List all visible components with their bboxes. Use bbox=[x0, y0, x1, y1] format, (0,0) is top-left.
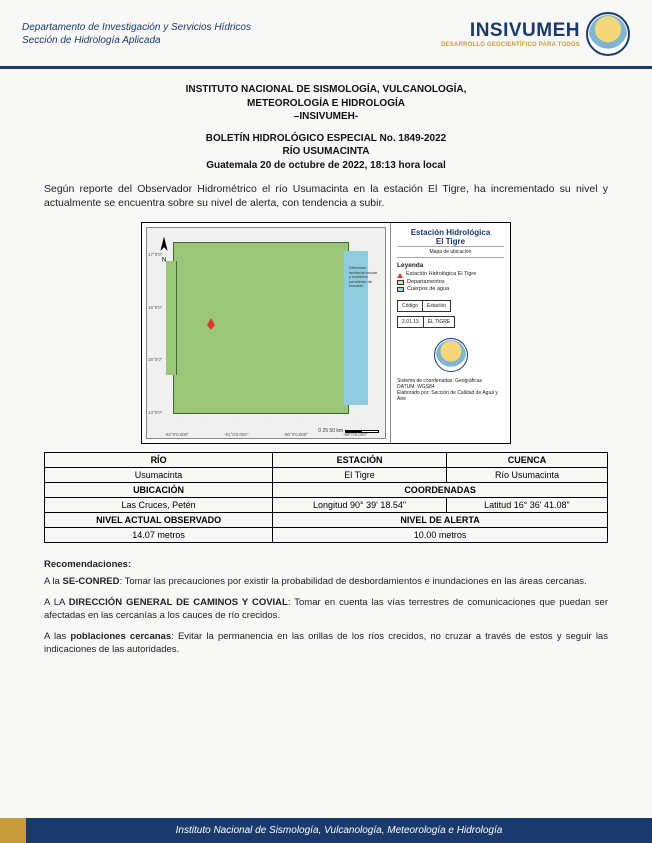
legend-station-title: Estación Hidrológica bbox=[397, 228, 504, 237]
td-cuenca: Río Usumacinta bbox=[446, 468, 607, 483]
td-latitud: Latitud 16° 36' 41.08" bbox=[446, 498, 607, 513]
bulletin-number: BOLETÍN HIDROLÓGICO ESPECIAL No. 1849-20… bbox=[44, 132, 608, 146]
legend-subtitle: Mapa de ubicación bbox=[397, 246, 504, 258]
dept-line-2: Sección de Hidrología Aplicada bbox=[22, 34, 251, 47]
legend-header: Leyenda bbox=[397, 262, 504, 269]
rec-3: A las poblaciones cercanas: Evitar la pe… bbox=[44, 631, 608, 657]
th-nivel-alerta: NIVEL DE ALERTA bbox=[273, 513, 608, 528]
legend-item-station: Estación Hidrológica El Tigre bbox=[397, 270, 504, 278]
td-nivel-alerta: 10.00 metros bbox=[273, 528, 608, 543]
legend-station-name: El Tigre bbox=[397, 237, 504, 246]
brand-block: INSIVUMEH DESARROLLO GEOCIENTÍFICO PARA … bbox=[441, 12, 630, 56]
legend-logo-icon bbox=[434, 338, 468, 372]
code-table: CódigoEstación bbox=[397, 300, 451, 312]
station-data-table: RÍOESTACIÓNCUENCA UsumacintaEl TigreRío … bbox=[44, 452, 608, 543]
intro-paragraph: Según reporte del Observador Hidrométric… bbox=[44, 182, 608, 210]
title-block: INSTITUTO NACIONAL DE SISMOLOGÍA, VULCAN… bbox=[44, 83, 608, 172]
footer-accent-bar bbox=[0, 818, 26, 843]
title-line-1: INSTITUTO NACIONAL DE SISMOLOGÍA, VULCAN… bbox=[44, 83, 608, 97]
document-footer: Instituto Nacional de Sismología, Vulcan… bbox=[0, 818, 652, 843]
footer-text: Instituto Nacional de Sismología, Vulcan… bbox=[26, 818, 652, 843]
code-values: 2.01.13EL TIGRE bbox=[397, 316, 455, 328]
document-body: INSTITUTO NACIONAL DE SISMOLOGÍA, VULCAN… bbox=[0, 69, 652, 670]
td-estacion: El Tigre bbox=[273, 468, 447, 483]
td-nivel-observado: 14.07 metros bbox=[45, 528, 273, 543]
legend-item-departments: Departamentos bbox=[397, 279, 504, 285]
recommendations-header: Recomendaciones: bbox=[44, 559, 608, 570]
legend-item-water: Cuerpos de agua bbox=[397, 286, 504, 292]
th-estacion: ESTACIÓN bbox=[273, 453, 447, 468]
map-disclaimer: Diferendo territorial insular y marítimo… bbox=[349, 266, 379, 288]
department-block: Departamento de Investigación y Servicio… bbox=[22, 21, 251, 47]
th-rio: RÍO bbox=[45, 453, 273, 468]
th-nivel-observado: NIVEL ACTUAL OBSERVADO bbox=[45, 513, 273, 528]
document-header: Departamento de Investigación y Servicio… bbox=[0, 0, 652, 69]
river-name: RÍO USUMACINTA bbox=[44, 145, 608, 159]
brand-name: INSIVUMEH bbox=[441, 20, 580, 42]
brand-tagline: DESARROLLO GEOCIENTÍFICO PARA TODOS bbox=[441, 42, 580, 48]
dept-line-1: Departamento de Investigación y Servicio… bbox=[22, 21, 251, 34]
location-map: N Diferendo territorial insular y maríti… bbox=[44, 222, 608, 444]
td-longitud: Longitud 90° 39' 18.54" bbox=[273, 498, 447, 513]
td-ubicacion: Las Cruces, Petén bbox=[45, 498, 273, 513]
th-cuenca: CUENCA bbox=[446, 453, 607, 468]
rec-1: A la SE-CONRED: Tomar las precauciones p… bbox=[44, 576, 608, 589]
th-coordenadas: COORDENADAS bbox=[273, 483, 608, 498]
recommendations-section: Recomendaciones: A la SE-CONRED: Tomar l… bbox=[44, 559, 608, 656]
title-line-3: –INSIVUMEH- bbox=[44, 110, 608, 124]
map-metadata: Sistema de coordenadas: Geográficas DATU… bbox=[397, 378, 504, 402]
guatemala-shape bbox=[173, 242, 349, 414]
rec-2: A LA DIRECCIÓN GENERAL DE CAMINOS Y COVI… bbox=[44, 597, 608, 623]
td-rio: Usumacinta bbox=[45, 468, 273, 483]
svg-text:N: N bbox=[162, 257, 167, 264]
th-ubicacion: UBICACIÓN bbox=[45, 483, 273, 498]
map-legend-panel: Estación Hidrológica El Tigre Mapa de ub… bbox=[390, 223, 510, 443]
insivumeh-logo-icon bbox=[586, 12, 630, 56]
station-marker-icon bbox=[207, 314, 215, 325]
title-line-2: METEOROLOGÍA E HIDROLOGÍA bbox=[44, 97, 608, 111]
datetime-line: Guatemala 20 de octubre de 2022, 18:13 h… bbox=[44, 159, 608, 173]
